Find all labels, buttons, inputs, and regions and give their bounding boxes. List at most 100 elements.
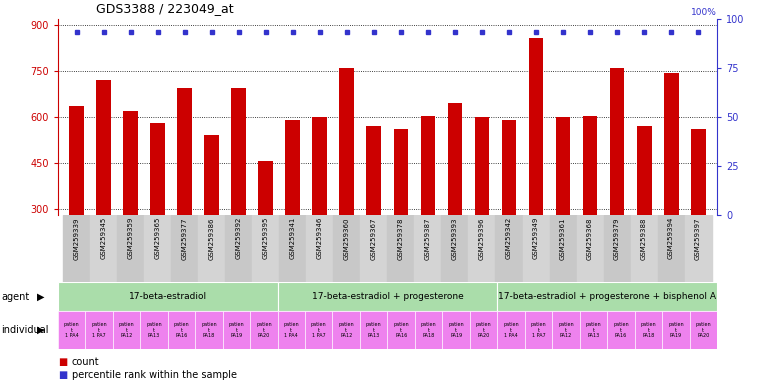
Text: ▶: ▶ (37, 291, 45, 302)
Bar (604, 215, 631, 282)
Bar (150, 123, 165, 301)
Bar (447, 103, 463, 301)
Bar (123, 111, 138, 301)
Bar (58, 311, 86, 349)
Bar (577, 215, 604, 282)
Bar (550, 215, 577, 282)
Text: GSM259359: GSM259359 (128, 217, 134, 260)
Bar (305, 311, 332, 349)
Text: GSM259386: GSM259386 (209, 217, 215, 260)
Text: patien
t
PA12: patien t PA12 (119, 322, 134, 338)
Bar (556, 117, 571, 301)
Bar (529, 38, 544, 301)
Bar (497, 311, 525, 349)
Bar (393, 129, 409, 301)
Text: GSM259396: GSM259396 (479, 217, 485, 260)
Text: GSM259394: GSM259394 (668, 217, 674, 260)
Text: patien
t
PA19: patien t PA19 (448, 322, 464, 338)
Text: GSM259341: GSM259341 (290, 217, 296, 260)
Bar (278, 282, 497, 311)
Text: 17-beta-estradiol + progesterone + bisphenol A: 17-beta-estradiol + progesterone + bisph… (498, 292, 716, 301)
Text: GSM259360: GSM259360 (344, 217, 350, 260)
Text: GSM259397: GSM259397 (695, 217, 701, 260)
Text: GSM259367: GSM259367 (371, 217, 377, 260)
Bar (144, 215, 171, 282)
Bar (252, 215, 279, 282)
Text: GSM259339: GSM259339 (74, 217, 79, 260)
Text: patien
t
PA13: patien t PA13 (586, 322, 601, 338)
Text: GSM259387: GSM259387 (425, 217, 431, 260)
Bar (177, 88, 192, 301)
Bar (552, 311, 580, 349)
Bar (366, 126, 382, 301)
Text: patien
t
PA16: patien t PA16 (173, 322, 189, 338)
Bar (658, 215, 685, 282)
Bar (96, 80, 111, 301)
Text: 100%: 100% (691, 8, 717, 17)
Bar (580, 311, 608, 349)
Bar (69, 106, 84, 301)
Bar (387, 215, 415, 282)
Bar (420, 116, 436, 301)
Bar (525, 311, 552, 349)
Bar (223, 311, 250, 349)
Bar (583, 116, 598, 301)
Bar (442, 215, 469, 282)
Bar (387, 311, 415, 349)
Bar (279, 215, 306, 282)
Text: GSM259377: GSM259377 (182, 217, 188, 260)
Bar (497, 282, 717, 311)
Bar (90, 215, 117, 282)
Text: patien
t
PA20: patien t PA20 (256, 322, 271, 338)
Bar (415, 215, 442, 282)
Text: ▶: ▶ (37, 325, 45, 335)
Text: patien
t
PA20: patien t PA20 (695, 322, 711, 338)
Text: patien
t
PA16: patien t PA16 (613, 322, 628, 338)
Text: ■: ■ (58, 356, 67, 367)
Text: count: count (72, 356, 99, 367)
Text: GSM259392: GSM259392 (236, 217, 242, 260)
Text: GSM259349: GSM259349 (533, 217, 539, 260)
Bar (608, 311, 635, 349)
Bar (306, 215, 333, 282)
Text: GSM259388: GSM259388 (641, 217, 647, 260)
Bar (258, 162, 273, 301)
Text: patien
t
PA19: patien t PA19 (668, 322, 684, 338)
Text: ■: ■ (58, 370, 67, 381)
Bar (689, 311, 717, 349)
Bar (360, 215, 387, 282)
Bar (360, 311, 387, 349)
Text: 17-beta-estradiol: 17-beta-estradiol (129, 292, 207, 301)
Text: GSM259368: GSM259368 (587, 217, 593, 260)
Bar (63, 215, 90, 282)
Text: patien
t
PA19: patien t PA19 (228, 322, 244, 338)
Text: percentile rank within the sample: percentile rank within the sample (72, 370, 237, 381)
Text: patien
t
PA12: patien t PA12 (338, 322, 354, 338)
Text: patien
t
PA13: patien t PA13 (146, 322, 162, 338)
Text: patien
t
PA18: patien t PA18 (421, 322, 436, 338)
Text: patien
t
PA18: patien t PA18 (201, 322, 217, 338)
Text: GSM259378: GSM259378 (398, 217, 404, 260)
Bar (523, 215, 550, 282)
Bar (333, 215, 360, 282)
Bar (58, 282, 278, 311)
Text: patien
t
PA18: patien t PA18 (641, 322, 656, 338)
Bar (312, 117, 328, 301)
Bar (332, 311, 360, 349)
Bar (662, 311, 689, 349)
Bar (610, 68, 625, 301)
Text: patien
t
1 PA4: patien t 1 PA4 (64, 322, 79, 338)
Text: GSM259365: GSM259365 (155, 217, 161, 260)
Bar (691, 129, 705, 301)
Text: patien
t
1 PA7: patien t 1 PA7 (311, 322, 327, 338)
Bar (278, 311, 305, 349)
Bar (231, 88, 246, 301)
Text: patien
t
1 PA7: patien t 1 PA7 (530, 322, 547, 338)
Bar (117, 215, 144, 282)
Bar (171, 215, 198, 282)
Bar (250, 311, 278, 349)
Bar (204, 136, 219, 301)
Bar (635, 311, 662, 349)
Text: GSM259395: GSM259395 (263, 217, 269, 260)
Text: patien
t
PA13: patien t PA13 (366, 322, 382, 338)
